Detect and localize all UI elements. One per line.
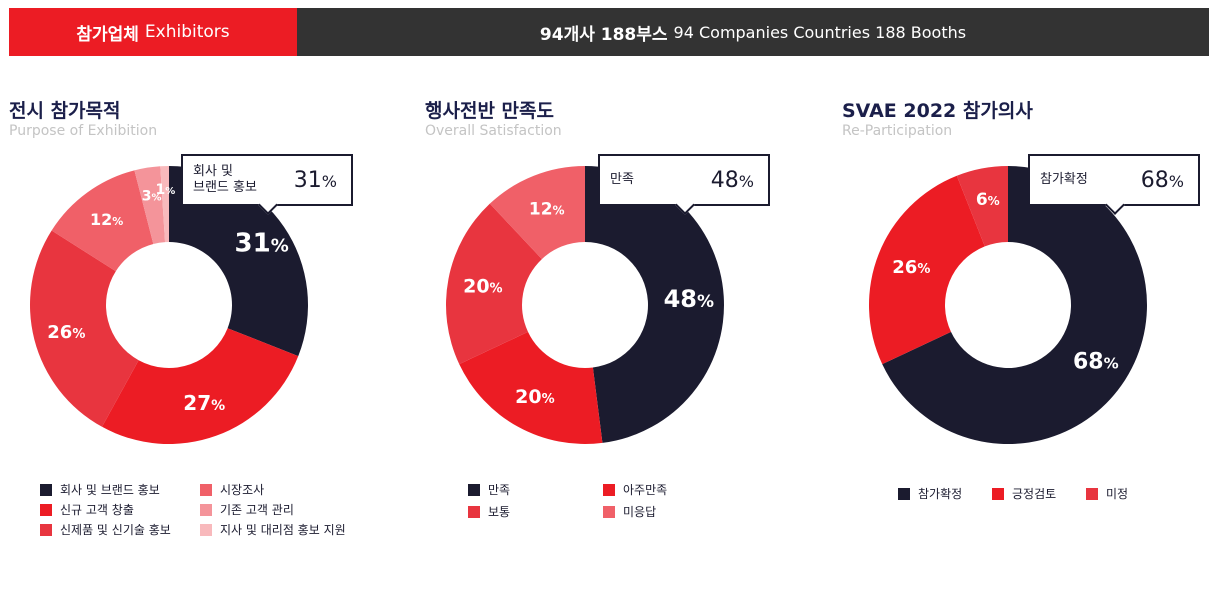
legend-label: 기존 고객 관리 <box>220 503 294 517</box>
donut-slice-1 <box>585 166 725 443</box>
callout-label: 회사 및 브랜드 홍보 <box>193 164 257 195</box>
legend-swatch <box>40 483 52 496</box>
legend-label: 회사 및 브랜드 홍보 <box>60 483 160 497</box>
exhibitors-tab: 참가업체 Exhibitors <box>9 8 297 56</box>
legend-swatch <box>468 505 480 518</box>
slice-label-3: 20% <box>463 275 502 297</box>
donut-slice-3 <box>956 166 1008 247</box>
slice-label-4: 12% <box>90 210 123 229</box>
legend-item: 지사 및 대리점 홍보 지원 <box>200 521 346 538</box>
slice-label-6: 1% <box>155 182 175 198</box>
summary-kr: 94개사 188부스 <box>539 24 668 45</box>
donut-slice-1 <box>882 166 1147 444</box>
exhibitors-title-en: Exhibitors <box>144 22 230 42</box>
legend-item: 회사 및 브랜드 홍보 <box>40 481 160 498</box>
chart-subtitle: Purpose of Exhibition <box>9 123 158 139</box>
legend-item: 신규 고객 창출 <box>40 501 134 518</box>
chart-callout: 만족 48% <box>598 154 770 206</box>
legend-label: 미응답 <box>623 505 657 519</box>
callout-value: 68% <box>1140 167 1184 193</box>
donut-slice-2 <box>869 175 985 365</box>
donut-slice-3 <box>446 203 542 365</box>
donut-slice-4 <box>489 166 585 260</box>
legend-swatch <box>40 523 52 536</box>
slice-label-1: 48% <box>664 285 714 313</box>
slice-label-5: 3% <box>142 188 162 204</box>
donut-slice-1 <box>169 166 308 357</box>
legend-swatch <box>40 503 52 516</box>
legend-label: 시장조사 <box>220 483 265 497</box>
header-bar: 참가업체 Exhibitors 94개사 188부스 94 Companies … <box>9 8 1209 56</box>
legend-swatch <box>992 487 1004 500</box>
purpose-chart-panel: 전시 참가목적 Purpose of Exhibition 31% 27% 26% 1… <box>9 96 409 596</box>
legend-item: 참가확정 <box>898 485 962 502</box>
legend-label: 신제품 및 신기술 홍보 <box>60 523 171 537</box>
donut-slice-3 <box>29 230 139 427</box>
legend-item: 미응답 <box>603 503 656 520</box>
summary-en: 94 Companies Countries 188 Booths <box>673 22 967 42</box>
chart-callout: 회사 및 브랜드 홍보 31% <box>181 154 353 206</box>
donut-slice-2 <box>102 328 299 445</box>
legend-label: 긍정검토 <box>1012 487 1057 501</box>
slice-label-2: 27% <box>183 391 225 415</box>
donut-slice-5 <box>134 166 166 244</box>
legend-label: 만족 <box>488 483 511 497</box>
legend-item: 신제품 및 신기술 홍보 <box>40 521 171 538</box>
legend-label: 참가확정 <box>918 487 963 501</box>
satisfaction-chart-panel: 행사전반 만족도 Overall Satisfaction 48% 20% 20% 1… <box>425 96 825 596</box>
reparticipation-donut-chart: 68% 26% 6% <box>869 166 1147 444</box>
legend-item: 만족 <box>468 481 510 498</box>
donut-slice-6 <box>160 166 169 243</box>
legend-item: 긍정검토 <box>992 485 1056 502</box>
purpose-donut-chart: 31% 27% 26% 12% 3%1% <box>29 166 308 445</box>
callout-label: 참가확정 <box>1040 172 1088 187</box>
slice-label-4: 12% <box>529 199 565 219</box>
legend-swatch <box>200 483 212 496</box>
legend-swatch <box>603 483 615 496</box>
chart-title: 전시 참가목적 <box>9 100 121 122</box>
legend-swatch <box>603 505 615 518</box>
donut-slice-2 <box>459 331 603 444</box>
chart-callout: 참가확정 68% <box>1028 154 1200 206</box>
legend-label: 신규 고객 창출 <box>60 503 134 517</box>
legend-swatch <box>200 503 212 516</box>
slice-label-1: 31% <box>235 228 289 258</box>
chart-subtitle: Re-Participation <box>842 123 953 139</box>
legend-label: 지사 및 대리점 홍보 지원 <box>220 523 346 537</box>
slice-label-3: 6% <box>976 190 1000 210</box>
callout-value: 31% <box>293 167 337 193</box>
donut-slice-4 <box>51 170 154 272</box>
legend-label: 아주만족 <box>623 483 668 497</box>
legend-item: 미정 <box>1086 485 1128 502</box>
chart-title: SVAE 2022 참가의사 <box>842 100 1033 122</box>
legend-swatch <box>898 487 910 500</box>
exhibitors-title-kr: 참가업체 <box>76 24 139 45</box>
callout-label: 만족 <box>610 172 634 187</box>
legend-swatch <box>1086 487 1098 500</box>
legend-swatch <box>468 483 480 496</box>
slice-label-1: 68% <box>1073 350 1119 375</box>
legend-item: 아주만족 <box>603 481 667 498</box>
slice-label-2: 20% <box>515 386 554 408</box>
exhibitors-summary: 94개사 188부스 94 Companies Countries 188 Bo… <box>297 8 1209 56</box>
slice-label-2: 26% <box>892 257 930 278</box>
reparticipation-chart-panel: SVAE 2022 참가의사 Re-Participation 68% 26% 6%… <box>842 96 1217 596</box>
chart-title: 행사전반 만족도 <box>425 100 554 122</box>
callout-value: 48% <box>710 167 754 193</box>
legend-swatch <box>200 523 212 536</box>
slice-label-3: 26% <box>47 322 85 343</box>
legend-label: 보통 <box>488 505 511 519</box>
chart-subtitle: Overall Satisfaction <box>425 123 562 139</box>
legend-item: 기존 고객 관리 <box>200 501 294 518</box>
legend-label: 미정 <box>1106 487 1129 501</box>
satisfaction-donut-chart: 48% 20% 20% 12% <box>446 166 725 444</box>
legend-item: 보통 <box>468 503 510 520</box>
legend-item: 시장조사 <box>200 481 264 498</box>
